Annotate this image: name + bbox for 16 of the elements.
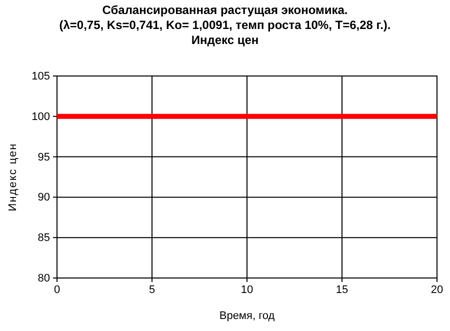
chart-title: Сбалансированная растущая экономика. — [102, 3, 348, 17]
y-tick-label: 95 — [38, 151, 50, 164]
x-tick-label: 15 — [336, 284, 348, 296]
y-tick-label: 80 — [38, 272, 50, 285]
y-tick-label: 105 — [32, 70, 50, 83]
y-tick-label: 90 — [38, 192, 50, 204]
y-tick-label: 85 — [38, 232, 50, 244]
x-tick-label: 10 — [240, 284, 254, 296]
x-tick-label: 0 — [54, 284, 60, 296]
text: Индекс цен — [191, 33, 259, 47]
x-tick-label: 5 — [148, 284, 156, 296]
y-tick-label: 100 — [32, 110, 50, 123]
chart-subtitle: (λ=0,75, Ks=0,741, Ko= 1,0091, темп роста 10%, T=6,28 г.). — [59, 18, 391, 32]
x-axis-title: Время, год — [219, 310, 276, 322]
y-axis-title: Индекс цен — [7, 142, 19, 212]
x-tick-label: 20 — [430, 284, 444, 296]
